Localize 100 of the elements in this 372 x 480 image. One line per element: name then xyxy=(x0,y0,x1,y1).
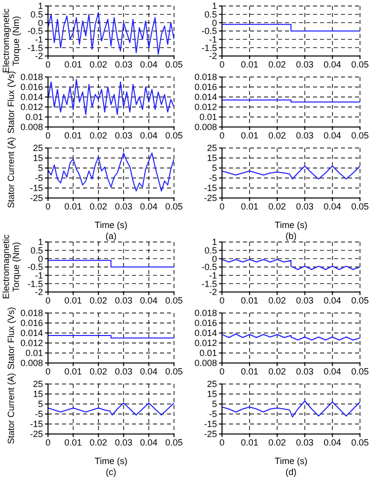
x-tick-label: 0.03 xyxy=(296,201,314,212)
y-tick-label: 1 xyxy=(212,237,217,248)
y-tick-label: 0.014 xyxy=(194,92,217,102)
text: (c) xyxy=(104,467,118,478)
x-tick-label: 0.05 xyxy=(165,59,183,70)
line-series xyxy=(48,402,174,416)
y-tick-label: 0.014 xyxy=(20,328,43,338)
y-tick-label: 0.014 xyxy=(20,92,43,102)
x-tick-label: 0.03 xyxy=(114,295,132,306)
x-tick-label: 0.02 xyxy=(268,59,286,70)
y-tick-label: 25 xyxy=(32,379,43,390)
y-tick-label: 25 xyxy=(32,143,43,154)
x-tick-label: 0.02 xyxy=(268,295,286,306)
y-tick-label: -15 xyxy=(30,183,43,194)
y-tick-label: -1.5 xyxy=(201,278,217,289)
y-tick-label: 0.008 xyxy=(20,358,43,368)
y-tick-label: 0.018 xyxy=(194,308,217,318)
x-tick-label: 0.01 xyxy=(64,201,82,212)
y-tick-label: 1 xyxy=(212,1,217,12)
y-tick-label: 0.012 xyxy=(194,102,217,112)
y-tick-label: -2 xyxy=(34,287,43,298)
x-tick-label: 0.03 xyxy=(114,130,132,140)
x-tick-label: 0.02 xyxy=(268,201,286,212)
y-tick-label: 15 xyxy=(32,153,43,164)
y-tick-label: 0.018 xyxy=(20,308,43,318)
line-series xyxy=(222,334,360,340)
y-tick-label: -0.5 xyxy=(27,262,43,272)
y-tick-label: 0.018 xyxy=(20,72,43,82)
y-tick-label: 0.01 xyxy=(25,112,43,122)
text: (d) xyxy=(284,467,298,478)
x-tick-label: 0.03 xyxy=(296,295,314,306)
y-tick-label: 0.008 xyxy=(194,358,217,368)
x-tick-label: 0.03 xyxy=(296,437,314,448)
y-tick-label: -5 xyxy=(208,409,217,420)
y-tick-label: 0.016 xyxy=(194,82,217,92)
x-tick-label: 0.02 xyxy=(90,59,108,70)
y-tick-label: 0.016 xyxy=(194,318,217,328)
x-tick-label: 0.04 xyxy=(324,130,342,140)
y-tick-label: 0.012 xyxy=(20,338,43,348)
y-tick-label: 5 xyxy=(212,399,217,410)
y-tick-label: -15 xyxy=(204,183,217,194)
y-tick-label: -25 xyxy=(204,429,217,440)
x-tick-label: 0 xyxy=(219,437,225,448)
y-tick-label: -15 xyxy=(204,419,217,430)
y-tick-label: -0.5 xyxy=(201,262,217,272)
x-tick-label: 0.04 xyxy=(324,59,342,70)
x-tick-label: 0 xyxy=(45,59,51,70)
x-tick-label: 0.04 xyxy=(324,201,342,212)
x-tick-label: 0.05 xyxy=(165,437,183,448)
y-tick-label: 5 xyxy=(38,399,43,410)
x-tick-label: 0.03 xyxy=(296,366,314,376)
y-tick-label: 0.5 xyxy=(30,246,43,256)
x-tick-label: 0 xyxy=(219,59,225,70)
y-tick-label: 0.018 xyxy=(194,72,217,82)
y-tick-label: 0.5 xyxy=(204,246,217,256)
y-axis-title: Stator Current (A) xyxy=(6,137,16,209)
x-tick-label: 0.03 xyxy=(296,59,314,70)
x-tick-label: 0.03 xyxy=(114,366,132,376)
x-tick-label: 0.05 xyxy=(351,201,369,212)
x-tick-label: 0.02 xyxy=(90,130,108,140)
x-tick-label: 0.02 xyxy=(90,366,108,376)
x-tick-label: 0.04 xyxy=(140,59,158,70)
y-tick-label: 0.5 xyxy=(30,10,43,20)
y-tick-label: -1 xyxy=(34,270,43,281)
y-tick-label: -1 xyxy=(34,34,43,45)
y-tick-label: -1.5 xyxy=(201,42,217,53)
x-tick-label: 0.05 xyxy=(165,366,183,376)
y-tick-label: -15 xyxy=(30,419,43,430)
line-series xyxy=(222,400,360,418)
line-series xyxy=(48,79,174,115)
y-tick-label: 0.012 xyxy=(20,102,43,112)
x-tick-label: 0.02 xyxy=(268,366,286,376)
x-tick-label: 0.05 xyxy=(351,59,369,70)
x-tick-label: 0 xyxy=(45,366,51,376)
x-tick-label: 0.01 xyxy=(240,366,258,376)
x-tick-label: 0.03 xyxy=(114,201,132,212)
x-tick-label: 0.01 xyxy=(64,130,82,140)
y-axis-title: Stator Flux (Vs) xyxy=(6,306,16,370)
x-tick-label: 0.04 xyxy=(140,130,158,140)
y-tick-label: 25 xyxy=(206,143,217,154)
x-tick-label: 0.03 xyxy=(114,59,132,70)
x-tick-label: 0.02 xyxy=(268,130,286,140)
y-tick-label: -5 xyxy=(208,173,217,184)
x-axis-title: Time (s) xyxy=(94,456,128,466)
x-tick-label: 0.04 xyxy=(140,201,158,212)
y-tick-label: 0 xyxy=(212,254,217,264)
x-tick-label: 0.05 xyxy=(351,130,369,140)
x-tick-label: 0.04 xyxy=(324,437,342,448)
y-tick-label: -1.5 xyxy=(27,42,43,53)
line-series xyxy=(222,259,360,270)
y-tick-label: 5 xyxy=(212,163,217,174)
x-tick-label: 0 xyxy=(45,295,51,306)
y-tick-label: -2 xyxy=(208,287,217,298)
x-tick-label: 0.02 xyxy=(90,437,108,448)
y-tick-label: 0.014 xyxy=(194,328,217,338)
x-tick-label: 0.01 xyxy=(64,295,82,306)
x-tick-label: 0.03 xyxy=(114,437,132,448)
y-tick-label: 0.012 xyxy=(194,338,217,348)
y-tick-label: 0.01 xyxy=(25,348,43,358)
x-axis-title: Time (s) xyxy=(94,220,128,230)
